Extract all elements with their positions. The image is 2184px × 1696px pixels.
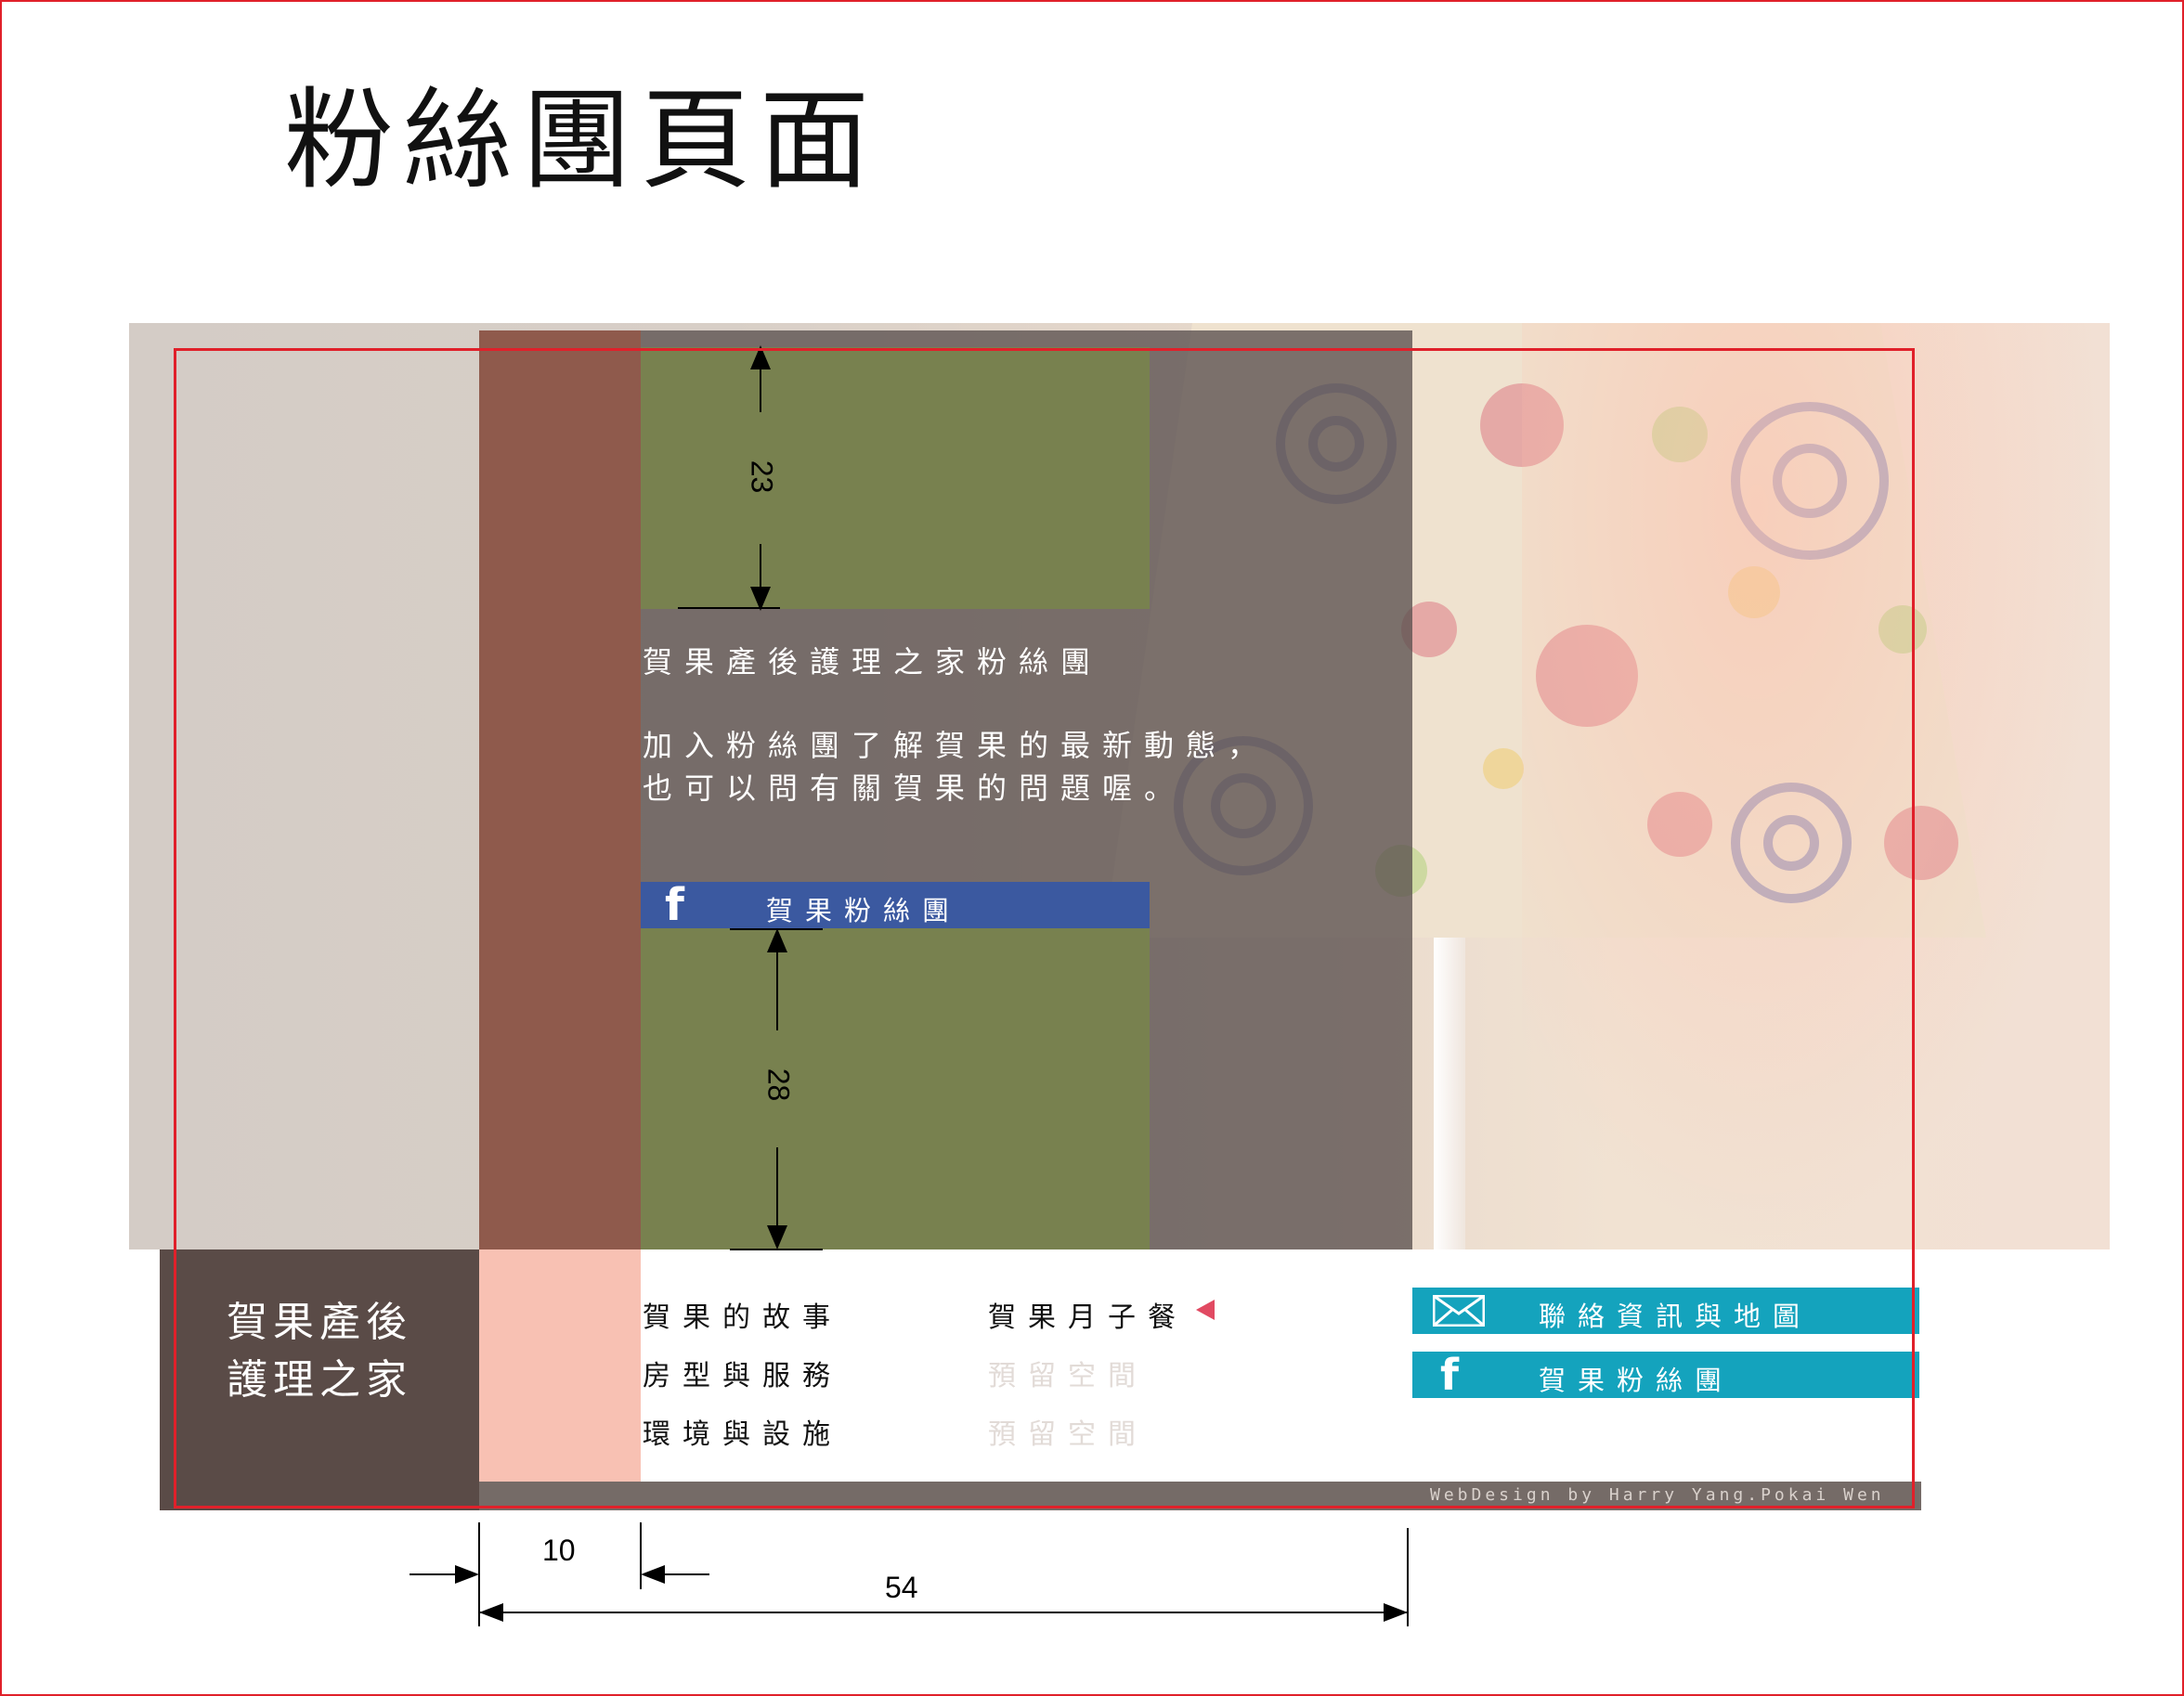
- design-credit: WebDesign by Harry Yang.Pokai Wen: [1430, 1485, 1885, 1505]
- nav-link-rooms-services[interactable]: 房型與服務: [643, 1360, 842, 1392]
- fan-page-heading: 賀果產後護理之家粉絲團: [643, 644, 1103, 680]
- nav-placeholder-2: 預留空間: [988, 1418, 1148, 1451]
- sidebar-column: [479, 330, 641, 1249]
- dimension-tick: [730, 928, 823, 930]
- arrow-right-icon: [455, 1565, 479, 1584]
- dimension-line: [776, 1147, 778, 1240]
- bottom-spacer-block: [641, 928, 1150, 1249]
- footer-facebook-label: 賀果粉絲團: [1539, 1365, 1735, 1396]
- dimension-extension-line: [640, 1522, 642, 1589]
- top-spacer-block: [641, 347, 1150, 609]
- contact-map-label: 聯絡資訊與地圖: [1539, 1301, 1813, 1332]
- logo-text-line1: 賀果產後: [227, 1299, 412, 1346]
- dimension-tick: [410, 1573, 465, 1575]
- arrow-down-icon: [767, 1225, 787, 1249]
- layout-guide-frame: [174, 348, 1915, 1508]
- dimension-line: [479, 1612, 1408, 1613]
- nav-link-environment[interactable]: 環境與設施: [643, 1418, 842, 1451]
- lamp-glow: [1522, 323, 2110, 1249]
- dimension-tick: [654, 1573, 709, 1575]
- triangle-left-icon: [1196, 1300, 1215, 1320]
- arrow-down-icon: [750, 587, 771, 611]
- arrow-left-icon: [641, 1565, 665, 1584]
- arrow-right-icon: [1384, 1603, 1408, 1622]
- lamp-pole: [1434, 938, 1465, 1249]
- page-title: 粉絲團頁面: [284, 76, 879, 204]
- dimension-extension-line: [478, 1522, 480, 1626]
- logo-text-line2: 護理之家: [227, 1356, 412, 1404]
- dimension-tick: [678, 607, 780, 609]
- nav-placeholder-1: 預留空間: [988, 1360, 1148, 1392]
- facebook-fan-page-button[interactable]: f 賀果粉絲團: [641, 882, 1150, 928]
- arrow-left-icon: [479, 1603, 503, 1622]
- dimension-label-content-width: 54: [885, 1571, 918, 1604]
- arrow-up-icon: [750, 345, 771, 369]
- dimension-tick: [730, 1249, 823, 1250]
- dimension-line: [760, 347, 761, 412]
- footer-sidebar-block: [479, 1249, 641, 1482]
- nav-link-story[interactable]: 賀果的故事: [643, 1301, 842, 1334]
- facebook-icon: f: [1440, 1350, 1460, 1400]
- footer-facebook-button[interactable]: f 賀果粉絲團: [1412, 1352, 1919, 1398]
- facebook-fan-page-label: 賀果粉絲團: [766, 895, 962, 926]
- dimension-extension-line: [1407, 1528, 1409, 1626]
- dimension-label-sidebar-width: 10: [542, 1534, 576, 1567]
- fan-page-description-line1: 加入粉絲團了解賀果的最新動態，: [643, 728, 1270, 763]
- mail-icon: [1433, 1295, 1485, 1327]
- footer-logo-box[interactable]: 賀果產後 護理之家: [160, 1249, 479, 1510]
- dimension-line: [760, 544, 761, 609]
- contact-map-button[interactable]: 聯絡資訊與地圖: [1412, 1288, 1919, 1334]
- dimension-line: [776, 938, 778, 1030]
- footer-bottom-bar: [479, 1482, 1921, 1510]
- facebook-icon: f: [665, 879, 684, 931]
- fan-page-description-line2: 也可以問有關賀果的問題喔。: [643, 770, 1187, 806]
- nav-link-meals[interactable]: 賀果月子餐: [988, 1301, 1188, 1334]
